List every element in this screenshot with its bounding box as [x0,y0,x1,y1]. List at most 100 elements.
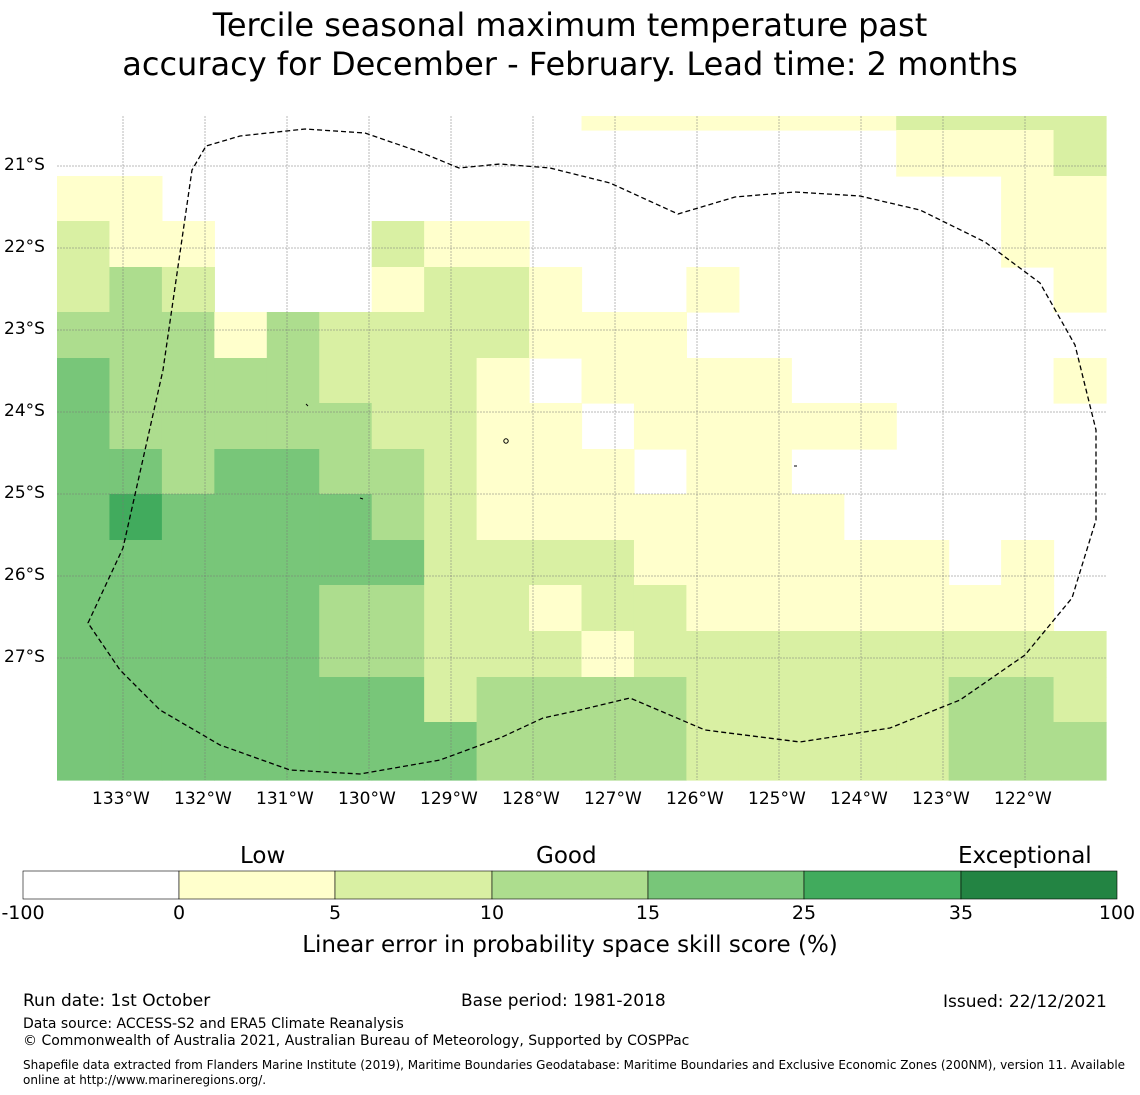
grid-cell [371,494,425,541]
island-b [359,497,364,500]
grid-cell [633,585,687,632]
grid-cell [371,722,425,781]
grid-cell [161,540,215,586]
colorbar-swatch [960,870,1118,900]
grid-cell [214,358,268,404]
colorbar-swatch [22,870,180,900]
grid-cell [791,677,845,723]
grid-cell [896,540,950,586]
grid-cell [476,358,530,404]
grid-cell [161,585,215,632]
grid-cell [161,403,215,450]
grid-cell [738,494,792,541]
grid-cell [529,449,583,495]
grid-cell [476,540,530,586]
lat-label-27s: 27°S [4,647,45,667]
grid-cell [948,677,1002,723]
grid-cell [319,677,373,723]
cb-tick-5: 5 [328,902,342,924]
grid-cell [424,358,478,404]
grid-cell [633,677,687,723]
grid-cell [319,403,373,450]
grid-cell [476,449,530,495]
grid-cell [633,403,687,450]
copyright: © Commonwealth of Australia 2021, Austra… [23,1033,690,1049]
grid-cell [371,267,425,313]
grid-cell [633,494,687,541]
grid-cell [896,722,950,781]
grid-cell [319,494,373,541]
colorbar [22,870,1118,900]
grid-cell [948,130,1002,177]
grid-cell [896,677,950,723]
grid-cell [1053,358,1107,404]
colorbar-swatch [178,870,336,900]
grid-cell [791,722,845,781]
run-date: Run date: 1st October [23,991,211,1011]
grid-cell [214,540,268,586]
grid-cell [266,631,320,678]
lat-label-22s: 22°S [4,237,45,257]
grid-cell [1001,631,1055,678]
grid-cell [424,494,478,541]
grid-cell [371,677,425,723]
grid-cell [371,358,425,404]
lat-label-23s: 23°S [4,319,45,339]
grid-cell [109,221,163,268]
cb-tick-35: 35 [948,902,974,924]
grid-cell [424,403,478,450]
grid-cell [738,677,792,723]
grid-cell [57,494,111,541]
grid-cell [686,585,740,632]
grid-cell [424,722,478,781]
grid-cell [1053,267,1107,313]
grid-cell [424,312,478,359]
grid-cell [214,631,268,678]
lat-label-24s: 24°S [4,401,45,421]
grid-cell [791,116,845,131]
grid-cell [529,494,583,541]
grid-cell [57,221,111,268]
grid-cell [529,722,583,781]
lon-label-126w: 126°W [666,789,724,809]
grid-cell [633,358,687,404]
grid-cell [896,631,950,678]
grid-cell [738,722,792,781]
grid-cell [161,631,215,678]
grid-cell [686,631,740,678]
grid-cell [1001,176,1055,222]
grid-cell [1053,130,1107,177]
grid-cell [214,722,268,781]
graticule [57,116,1106,780]
category-low: Low [240,843,286,869]
title-line-2: accuracy for December - February. Lead t… [122,45,1018,83]
grid-cell [1001,221,1055,268]
grid-cell [686,449,740,495]
grid-cell [57,312,111,359]
grid-cell [476,312,530,359]
colorbar-swatch [491,870,649,900]
lon-label-129w: 129°W [420,789,478,809]
grid-cell [581,494,635,541]
grid-cell [371,449,425,495]
grid-cell [529,540,583,586]
grid-cell [266,403,320,450]
island-a [305,403,309,407]
grid-cell [843,631,897,678]
grid-cell [424,221,478,268]
grid-cell [1001,722,1055,781]
grid-cell [1001,116,1055,131]
cb-tick-minus100: -100 [1,902,45,924]
grid-cell [214,449,268,495]
grid-cell [214,585,268,632]
cb-tick-0: 0 [172,902,186,924]
grid-cell [57,677,111,723]
grid-cell [1001,677,1055,723]
grid-cell [843,540,897,586]
grid-cell [791,631,845,678]
grid-cell [686,540,740,586]
grid-cell [843,116,897,131]
grid-cell [686,494,740,541]
cb-tick-100: 100 [1098,902,1136,924]
